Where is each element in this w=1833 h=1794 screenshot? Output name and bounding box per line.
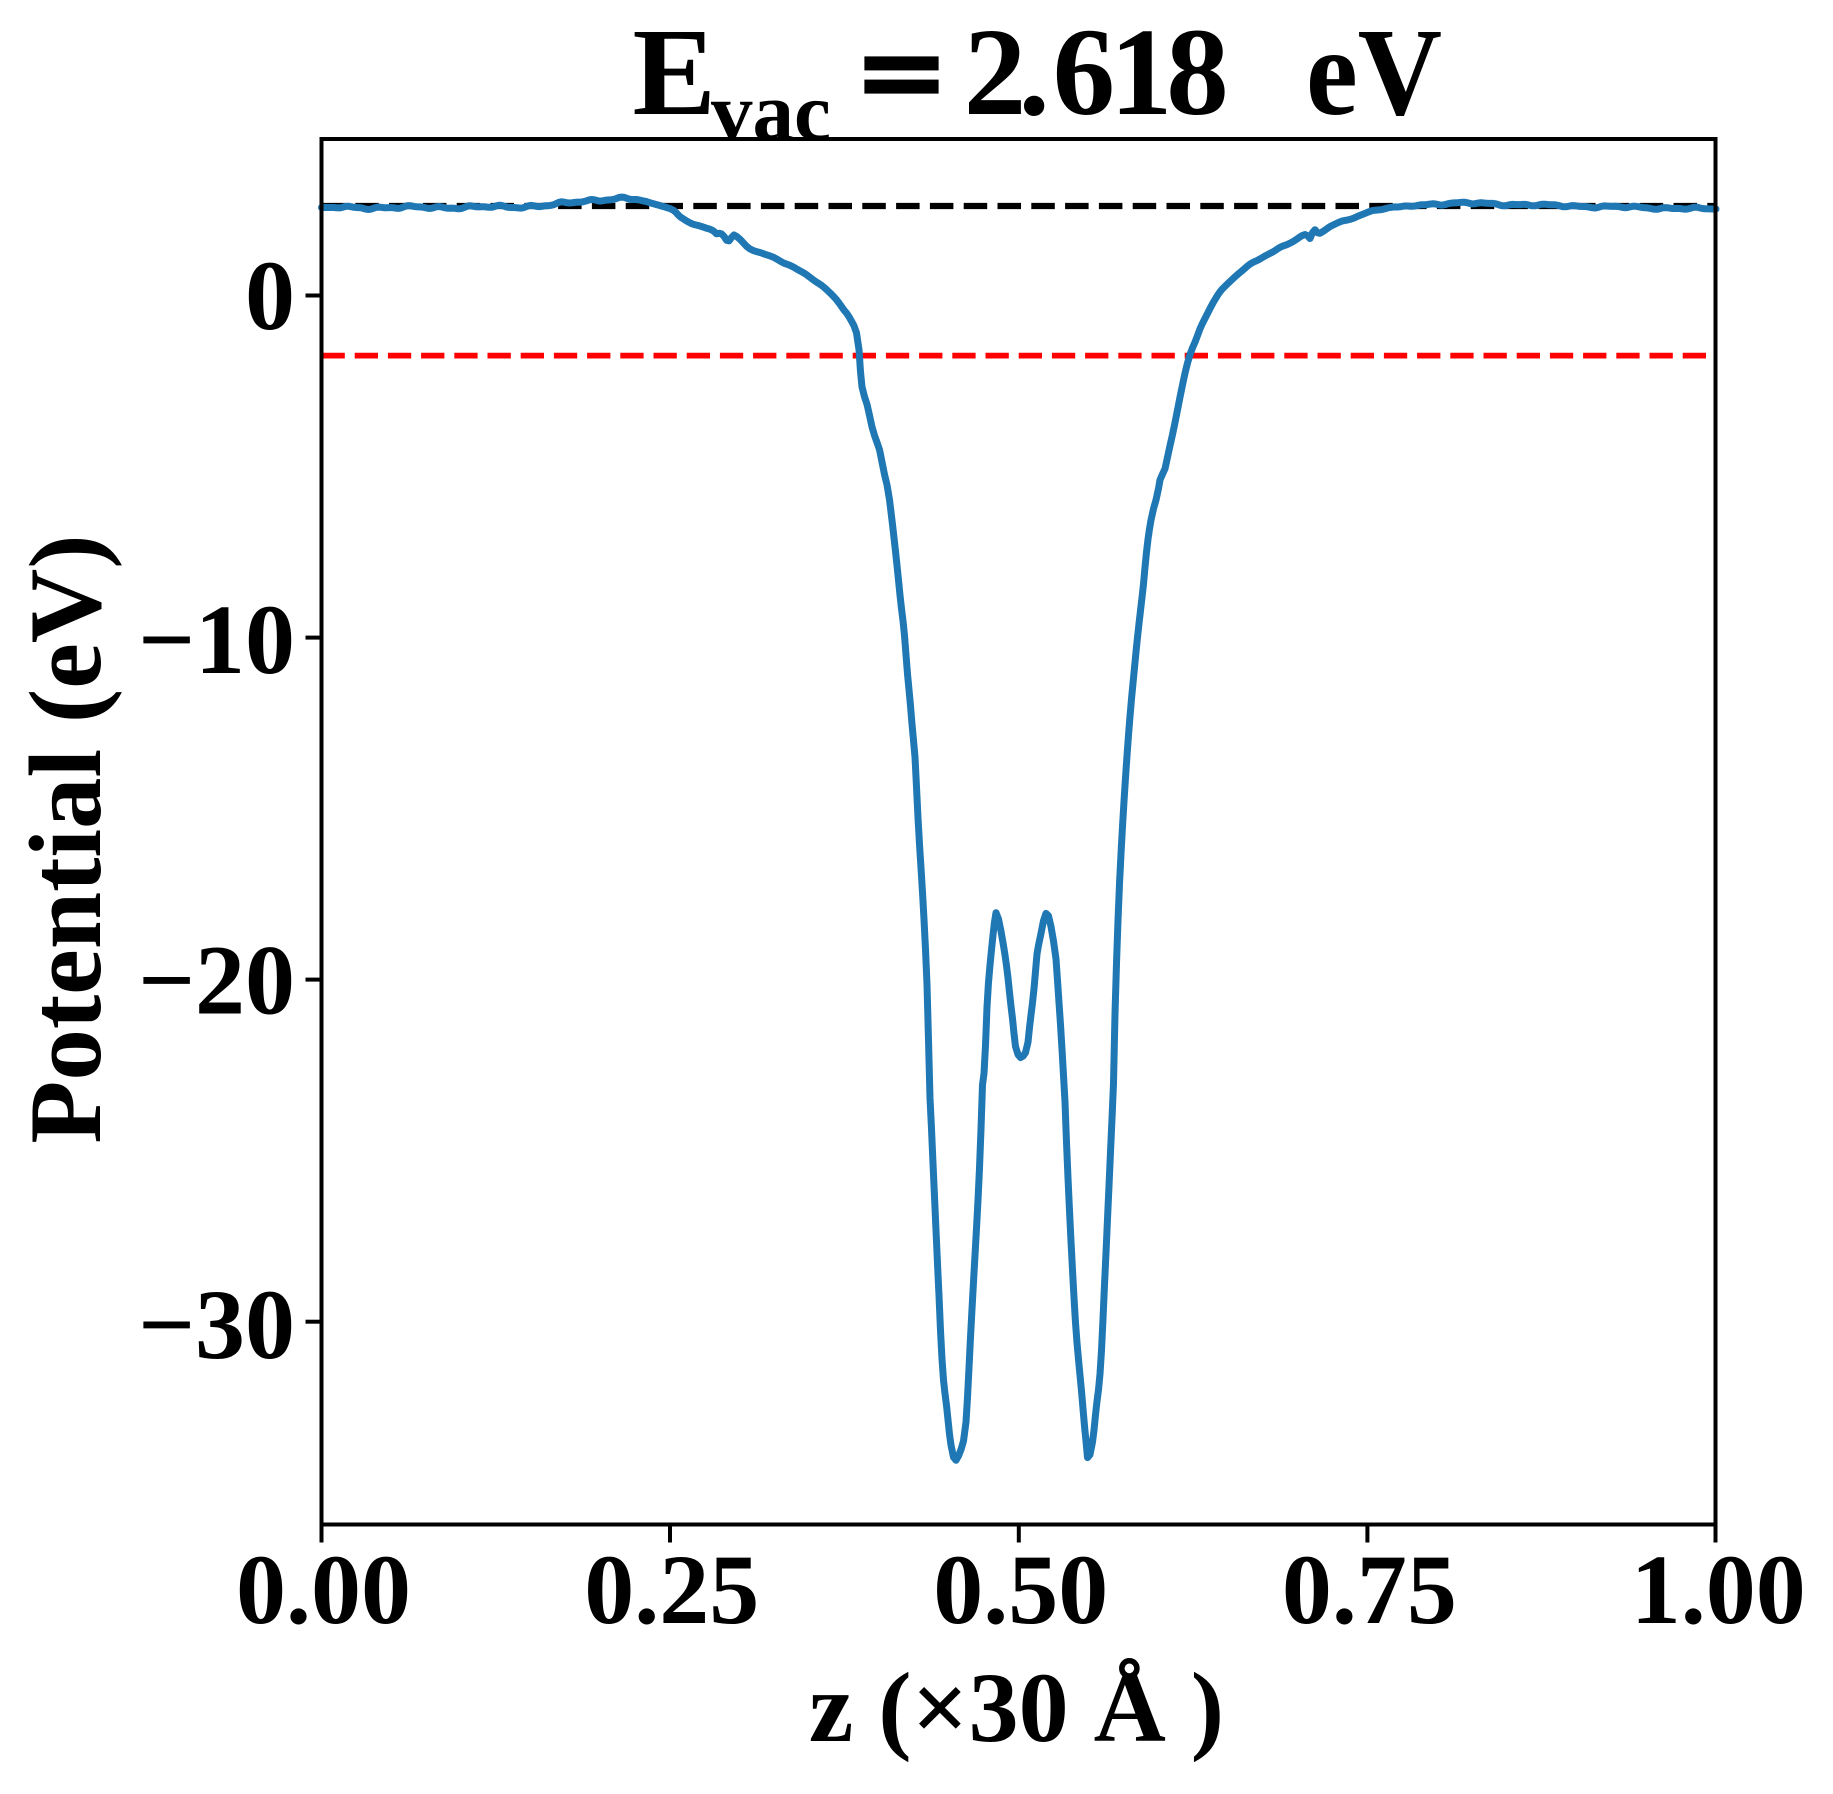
svg-text:0.75: 0.75 — [1282, 1534, 1457, 1645]
svg-text:−20: −20 — [138, 925, 295, 1036]
svg-text:Potential (eV): Potential (eV) — [9, 534, 123, 1143]
svg-text:−10: −10 — [138, 584, 295, 695]
svg-text:0.00: 0.00 — [236, 1534, 411, 1645]
svg-text:E: E — [633, 4, 716, 142]
svg-text:1.00: 1.00 — [1631, 1534, 1806, 1645]
svg-text:z (×30 Å ): z (×30 Å ) — [809, 1652, 1224, 1763]
svg-text:0.50: 0.50 — [933, 1534, 1108, 1645]
svg-text:eV: eV — [1306, 4, 1442, 142]
svg-text:0.25: 0.25 — [584, 1534, 759, 1645]
svg-text:vac: vac — [711, 66, 831, 158]
svg-text:0: 0 — [245, 240, 295, 351]
svg-text:−30: −30 — [138, 1269, 295, 1380]
svg-text:2.618: 2.618 — [964, 4, 1229, 142]
